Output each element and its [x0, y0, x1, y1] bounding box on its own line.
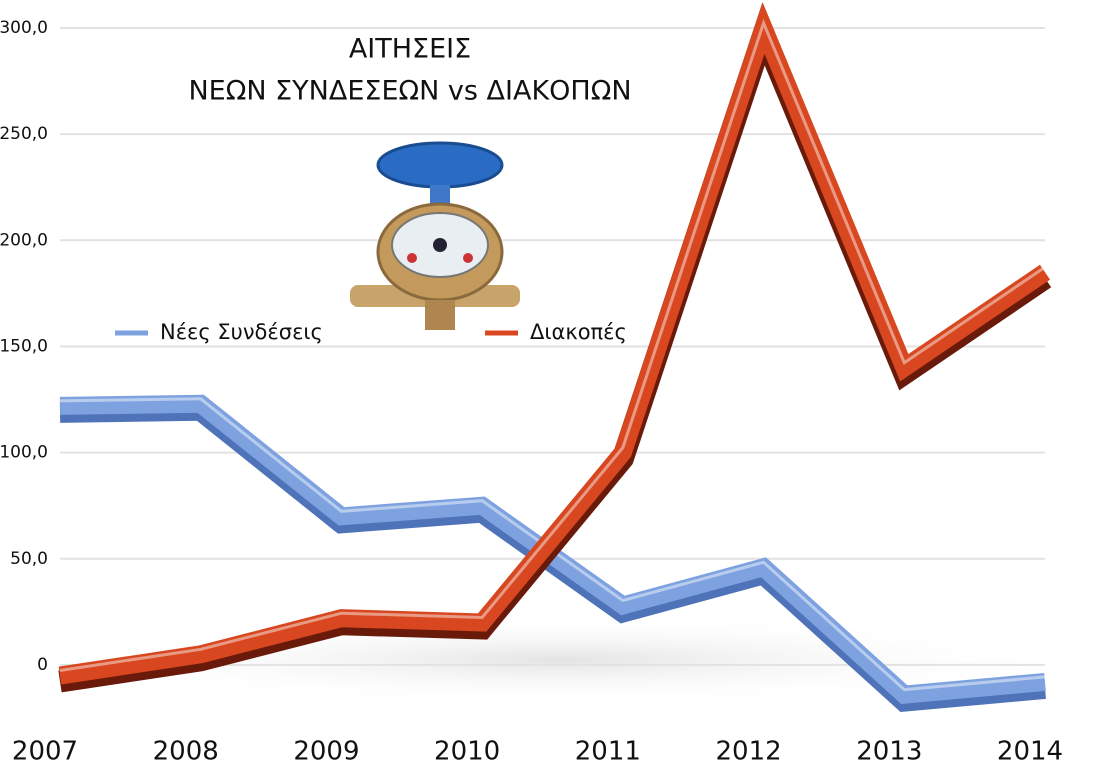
y-tick-label: 300,0	[0, 18, 48, 38]
y-tick-label: 250,0	[0, 124, 48, 144]
legend-label: Διακοπές	[530, 320, 627, 344]
x-tick-label: 2013	[856, 737, 922, 767]
x-tick-label: 2010	[434, 737, 500, 767]
y-tick-label: 200,0	[0, 230, 48, 250]
x-tick-label: 2007	[12, 737, 78, 767]
x-tick-label: 2009	[293, 737, 359, 767]
x-tick-label: 2014	[997, 737, 1063, 767]
meter-icon	[350, 141, 520, 330]
y-tick-label: 100,0	[0, 443, 48, 463]
y-tick-label: 150,0	[0, 336, 48, 356]
y-tick-label: 0	[37, 655, 48, 675]
x-tick-label: 2008	[153, 737, 219, 767]
chart-title: ΝΕΩΝ ΣΥΝΔΕΣΕΩΝ vs ΔΙΑΚΟΠΩΝ	[188, 76, 631, 107]
x-tick-label: 2012	[715, 737, 781, 767]
chart-title: ΑΙΤΗΣΕΙΣ	[349, 34, 471, 65]
line	[58, 2, 1051, 685]
line-highlight	[59, 18, 1046, 673]
y-tick-label: 50,0	[10, 549, 48, 569]
x-tick-label: 2011	[575, 737, 641, 767]
legend-label: Νέες Συνδέσεις	[160, 320, 323, 344]
plot	[58, 2, 1052, 713]
